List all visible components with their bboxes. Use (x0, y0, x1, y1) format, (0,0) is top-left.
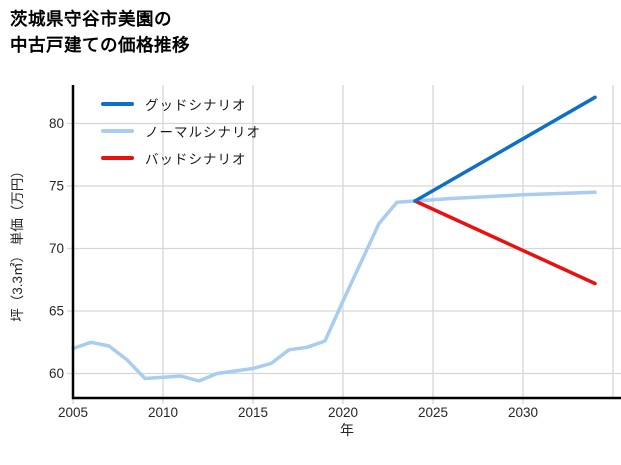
y-tick-label: 70 (49, 241, 64, 256)
x-tick-label: 2005 (58, 405, 88, 420)
legend-item-good-scenario: グッドシナリオ (101, 90, 261, 117)
legend-label-good-scenario: グッドシナリオ (145, 97, 247, 113)
series-line-2 (413, 199, 597, 286)
y-tick-label: 80 (49, 116, 64, 131)
chart-title: 茨城県守谷市美園の 中古戸建ての価格推移 (10, 6, 190, 58)
series-line-1 (71, 190, 597, 383)
y-tick-label: 65 (49, 304, 64, 319)
legend: グッドシナリオ ノーマルシナリオ バッドシナリオ (101, 90, 261, 171)
normal-scenario-line-swatch (101, 128, 134, 133)
good-scenario-line-swatch (101, 101, 134, 106)
legend-item-bad-scenario: バッドシナリオ (101, 144, 261, 171)
chart-title-line2: 中古戸建ての価格推移 (10, 35, 190, 55)
x-tick-label: 2010 (148, 405, 178, 420)
bad-scenario-line-swatch (101, 155, 134, 160)
x-axis-label: 年 (340, 422, 354, 438)
y-tick-label: 60 (49, 366, 64, 381)
chart-title-line1: 茨城県守谷市美園の (10, 9, 172, 29)
x-tick-label: 2015 (238, 405, 268, 420)
legend-label-bad-scenario: バッドシナリオ (145, 151, 247, 167)
y-axis-label: 坪（3.3㎡） 単価（万円） (10, 164, 25, 322)
x-tick-label: 2020 (328, 405, 358, 420)
x-tick-label: 2030 (508, 405, 538, 420)
legend-item-normal-scenario: ノーマルシナリオ (101, 117, 261, 144)
x-tick-label: 2025 (418, 405, 448, 420)
legend-label-normal-scenario: ノーマルシナリオ (145, 124, 261, 140)
y-tick-label: 75 (49, 179, 64, 194)
series-line-0 (413, 95, 597, 203)
